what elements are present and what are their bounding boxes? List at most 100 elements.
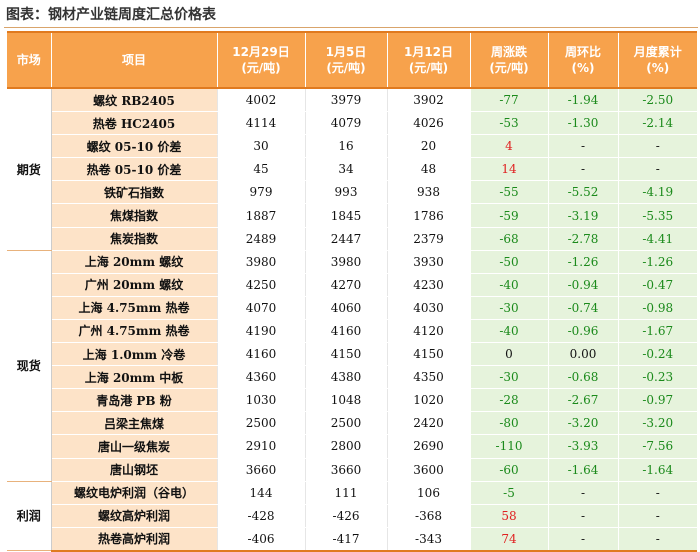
price-cell: 4026 xyxy=(386,111,470,136)
weekly-change-cell: -40 xyxy=(469,273,548,297)
mtd-pct-cell: -4.41 xyxy=(617,227,697,251)
table-body: 期货 螺纹 RB2405 4002 3979 3902 -77 -1.94 -2.50 热卷 H… xyxy=(7,88,697,552)
table-row: 吕梁主焦煤 2500 2500 2420 -80 -3.20 -3.20 xyxy=(7,411,697,436)
price-cell: 3660 xyxy=(216,458,305,482)
weekly-change-cell: 4 xyxy=(469,134,548,159)
weekly-change-cell: -80 xyxy=(469,411,548,436)
item-name: 青岛港 PB 粉 xyxy=(51,388,217,413)
header-row: 市场 项目 12月29日 (元/吨) 1月5日 (元/吨) 1月12日 (元/吨… xyxy=(7,31,697,89)
price-cell: 4002 xyxy=(216,88,305,113)
price-cell: 3980 xyxy=(216,250,305,274)
price-cell: 45 xyxy=(216,157,305,182)
price-cell: 1048 xyxy=(304,388,387,413)
mtd-pct-cell: -1.26 xyxy=(617,250,697,274)
weekly-pct-cell: - xyxy=(547,504,618,528)
item-name: 唐山钢坯 xyxy=(51,458,217,482)
price-cell: 2489 xyxy=(216,227,305,251)
price-cell: 2447 xyxy=(304,227,387,251)
weekly-pct-cell: -3.20 xyxy=(547,411,618,436)
price-cell: 2910 xyxy=(216,434,305,459)
market-label: 期货 xyxy=(7,88,52,251)
price-cell: 1020 xyxy=(386,388,470,413)
mtd-pct-cell: -5.35 xyxy=(617,203,697,228)
table-row: 唐山钢坯 3660 3660 3600 -60 -1.64 -1.64 xyxy=(7,458,697,482)
price-cell: -406 xyxy=(216,527,305,552)
mtd-pct-cell: - xyxy=(617,134,697,159)
price-cell: 4190 xyxy=(216,319,305,344)
table-row: 热卷 HC2405 4114 4079 4026 -53 -1.30 -2.14 xyxy=(7,111,697,136)
header-date-3: 1月12日 (元/吨) xyxy=(387,31,471,89)
price-cell: 3930 xyxy=(386,250,470,274)
price-cell: 34 xyxy=(304,157,387,182)
weekly-change-cell: -77 xyxy=(469,88,548,113)
weekly-change-cell: -110 xyxy=(469,434,548,459)
price-cell: 4114 xyxy=(216,111,305,136)
weekly-change-cell: -5 xyxy=(469,481,548,505)
mtd-pct-cell: - xyxy=(617,481,697,505)
price-cell: -417 xyxy=(304,527,387,552)
mtd-pct-cell: - xyxy=(617,527,697,552)
item-name: 广州 20mm 螺纹 xyxy=(51,273,217,297)
weekly-pct-cell: -0.74 xyxy=(547,296,618,320)
weekly-pct-cell: -3.93 xyxy=(547,434,618,459)
price-cell: 2500 xyxy=(304,411,387,436)
price-cell: 144 xyxy=(216,481,305,505)
mtd-pct-cell: -0.97 xyxy=(617,388,697,413)
item-name: 螺纹电炉利润（谷电） xyxy=(51,481,217,505)
header-weekly-pct: 周环比 (%) xyxy=(548,31,619,89)
table-row: 螺纹 05-10 价差 30 16 20 4- - xyxy=(7,134,697,159)
price-cell: 2420 xyxy=(386,411,470,436)
weekly-change-cell: -59 xyxy=(469,203,548,228)
weekly-pct-cell: -1.30 xyxy=(547,111,618,136)
price-cell: -368 xyxy=(386,504,470,528)
table-row: 热卷 05-10 价差 45 34 48 14- - xyxy=(7,157,697,182)
price-cell: 2500 xyxy=(216,411,305,436)
price-cell: 4350 xyxy=(386,365,470,390)
price-cell: -428 xyxy=(216,504,305,528)
mtd-pct-cell: -2.14 xyxy=(617,111,697,136)
price-cell: -343 xyxy=(386,527,470,552)
price-cell: 4380 xyxy=(304,365,387,390)
mtd-pct-cell: -0.24 xyxy=(617,342,697,367)
price-summary-table: 市场 项目 12月29日 (元/吨) 1月5日 (元/吨) 1月12日 (元/吨… xyxy=(7,31,697,552)
table-row: 上海 1.0mm 冷卷 4160 4150 4150 0 0.00 -0.24 xyxy=(7,342,697,367)
item-name: 上海 20mm 中板 xyxy=(51,365,217,390)
header-month-to-date-pct: 月度累计 (%) xyxy=(618,31,697,89)
price-cell: 3600 xyxy=(386,458,470,482)
weekly-pct-cell: -0.94 xyxy=(547,273,618,297)
weekly-pct-cell: -0.96 xyxy=(547,319,618,344)
header-weekly-change: 周涨跌 (元/吨) xyxy=(470,31,549,89)
weekly-change-cell: -30 xyxy=(469,365,548,390)
weekly-pct-cell: -1.26 xyxy=(547,250,618,274)
table-row: 螺纹高炉利润 -428 -426 -368 58- - xyxy=(7,504,697,528)
price-cell: 3902 xyxy=(386,88,470,113)
weekly-change-cell: -55 xyxy=(469,180,548,205)
price-cell: 2800 xyxy=(304,434,387,459)
price-cell: 4360 xyxy=(216,365,305,390)
item-name: 上海 20mm 螺纹 xyxy=(51,250,217,274)
weekly-change-cell: -40 xyxy=(469,319,548,344)
weekly-change-cell: 14 xyxy=(469,157,548,182)
figure-title: 图表：钢材产业链周度汇总价格表 xyxy=(6,7,216,23)
mtd-pct-cell: -1.67 xyxy=(617,319,697,344)
item-name: 热卷 HC2405 xyxy=(51,111,217,136)
weekly-pct-cell: -2.78 xyxy=(547,227,618,251)
mtd-pct-cell: -0.47 xyxy=(617,273,697,297)
weekly-pct-cell: -2.67 xyxy=(547,388,618,413)
table-row: 现货 上海 20mm 螺纹 3980 3980 3930 -50 -1.26 -1.26 xyxy=(7,250,697,482)
mtd-pct-cell: - xyxy=(617,504,697,528)
header-market: 市场 xyxy=(7,31,52,89)
mtd-pct-cell: -0.98 xyxy=(617,296,697,320)
price-cell: 4060 xyxy=(304,296,387,320)
price-cell: 4250 xyxy=(216,273,305,297)
price-cell: 979 xyxy=(216,180,305,205)
table-row: 焦炭指数 2489 2447 2379 -68 -2.78 -4.41 xyxy=(7,227,697,251)
mtd-pct-cell: -4.19 xyxy=(617,180,697,205)
price-cell: 4120 xyxy=(386,319,470,344)
mtd-pct-cell: - xyxy=(617,157,697,182)
price-cell: 993 xyxy=(304,180,387,205)
weekly-pct-cell: -1.94 xyxy=(547,88,618,113)
mtd-pct-cell: -2.50 xyxy=(617,88,697,113)
price-cell: 1786 xyxy=(386,203,470,228)
weekly-change-cell: 0 xyxy=(469,342,548,367)
